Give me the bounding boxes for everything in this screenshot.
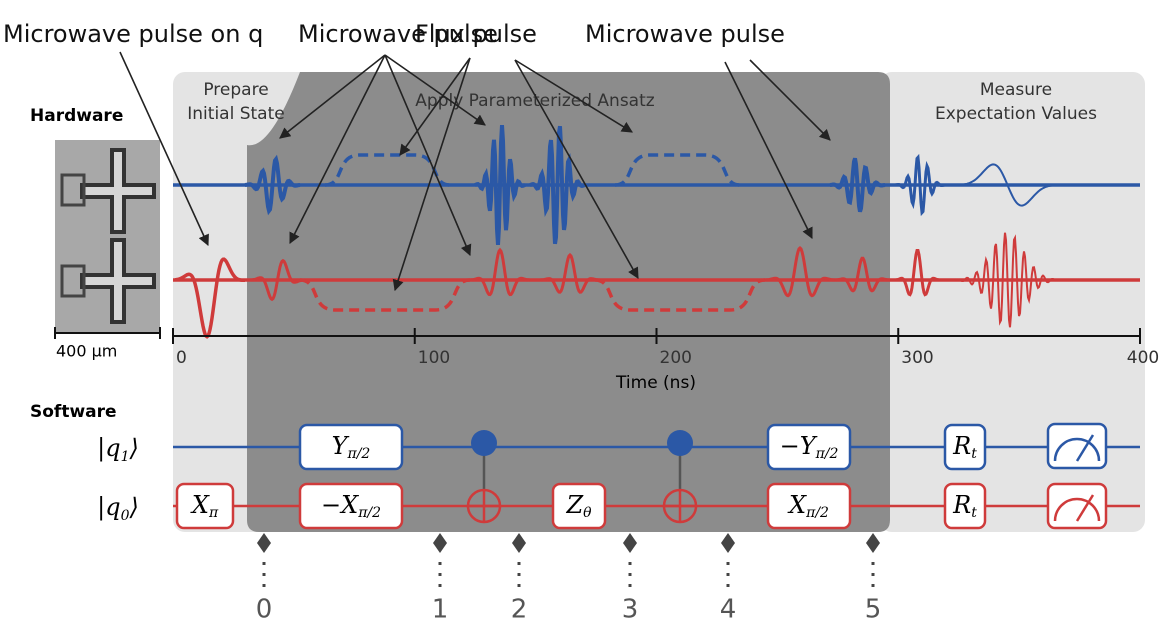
control-dot [471,430,497,456]
checkpoint-label: 1 [432,595,449,625]
checkpoint-marker [512,533,526,553]
checkpoint-label: 0 [256,595,273,625]
tick-label: 400 [1127,348,1159,368]
checkpoint-marker [433,533,447,553]
stage-label: Prepare [203,80,268,100]
checkpoints: 0 1 2 3 4 5 [256,533,882,625]
ket: |q0⟩ [97,493,139,525]
tick-label: 300 [901,348,933,368]
annotation: Microwave pulse on q [3,20,263,48]
chip-image [55,140,160,333]
checkpoint-label: 4 [720,595,737,625]
checkpoint-marker [623,533,637,553]
annotation: Microwave pulse [585,20,785,48]
tick-label: 200 [660,348,692,368]
axis-label: Time (ns) [615,373,696,393]
checkpoint-label: 3 [622,595,639,625]
tick-label: 100 [418,348,450,368]
figure: Prepare Initial State Apply Parameterize… [0,0,1161,628]
ket: |q1⟩ [97,434,139,466]
scale-label: 400 μm [56,342,117,361]
checkpoint-marker [257,533,271,553]
stage-label: Measure [980,80,1052,100]
control-dot [667,430,693,456]
section-title: Hardware [30,106,123,126]
tick-label: 0 [176,348,187,368]
stage-label: Expectation Values [935,104,1097,124]
section-title: Software [30,402,117,422]
annotation: Flux pulse [415,20,537,48]
checkpoint-marker [866,533,880,553]
checkpoint-marker [721,533,735,553]
checkpoint-label: 5 [865,595,882,625]
checkpoint-label: 2 [511,595,528,625]
stage-label: Initial State [187,104,284,124]
